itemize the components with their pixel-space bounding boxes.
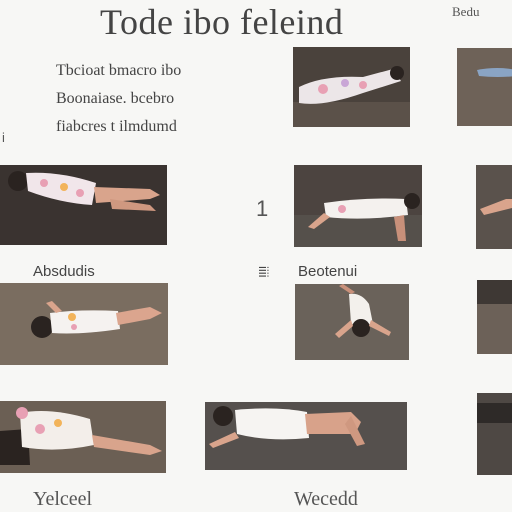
photo-lying-5 bbox=[295, 284, 409, 360]
photo-partial-2 bbox=[476, 165, 512, 249]
intro-line-2: Boonaiase. bcebro bbox=[56, 90, 175, 107]
photo-lying-2 bbox=[0, 165, 167, 245]
photo-lying-6 bbox=[0, 401, 166, 473]
intro-line-1: Tbcioat bmacro ibo bbox=[56, 62, 182, 79]
corner-label: Bedu bbox=[452, 4, 480, 19]
photo-partial-1 bbox=[457, 48, 512, 126]
photo-lying-4 bbox=[0, 283, 168, 365]
caption-bottom-left: Yelceel bbox=[33, 488, 93, 510]
row2-mark: 1 bbox=[256, 196, 269, 221]
caption-row3-left: Absdudis bbox=[33, 263, 95, 280]
intro-line-3: fiabcres t ilmdumd bbox=[56, 118, 177, 135]
photo-lying-3 bbox=[294, 165, 422, 247]
photo-partial-3 bbox=[477, 280, 512, 354]
caption-bottom-mid: Wecedd bbox=[294, 488, 358, 510]
page-title: Tode ibo feleind bbox=[100, 2, 344, 42]
photo-lying-7 bbox=[205, 402, 407, 470]
caption-row3-mid: Beotenui bbox=[298, 263, 358, 280]
side-label: iiii bbox=[256, 266, 271, 278]
photo-lying-1 bbox=[293, 47, 410, 127]
margin-mark: i bbox=[2, 130, 5, 145]
photo-partial-4 bbox=[477, 393, 512, 475]
